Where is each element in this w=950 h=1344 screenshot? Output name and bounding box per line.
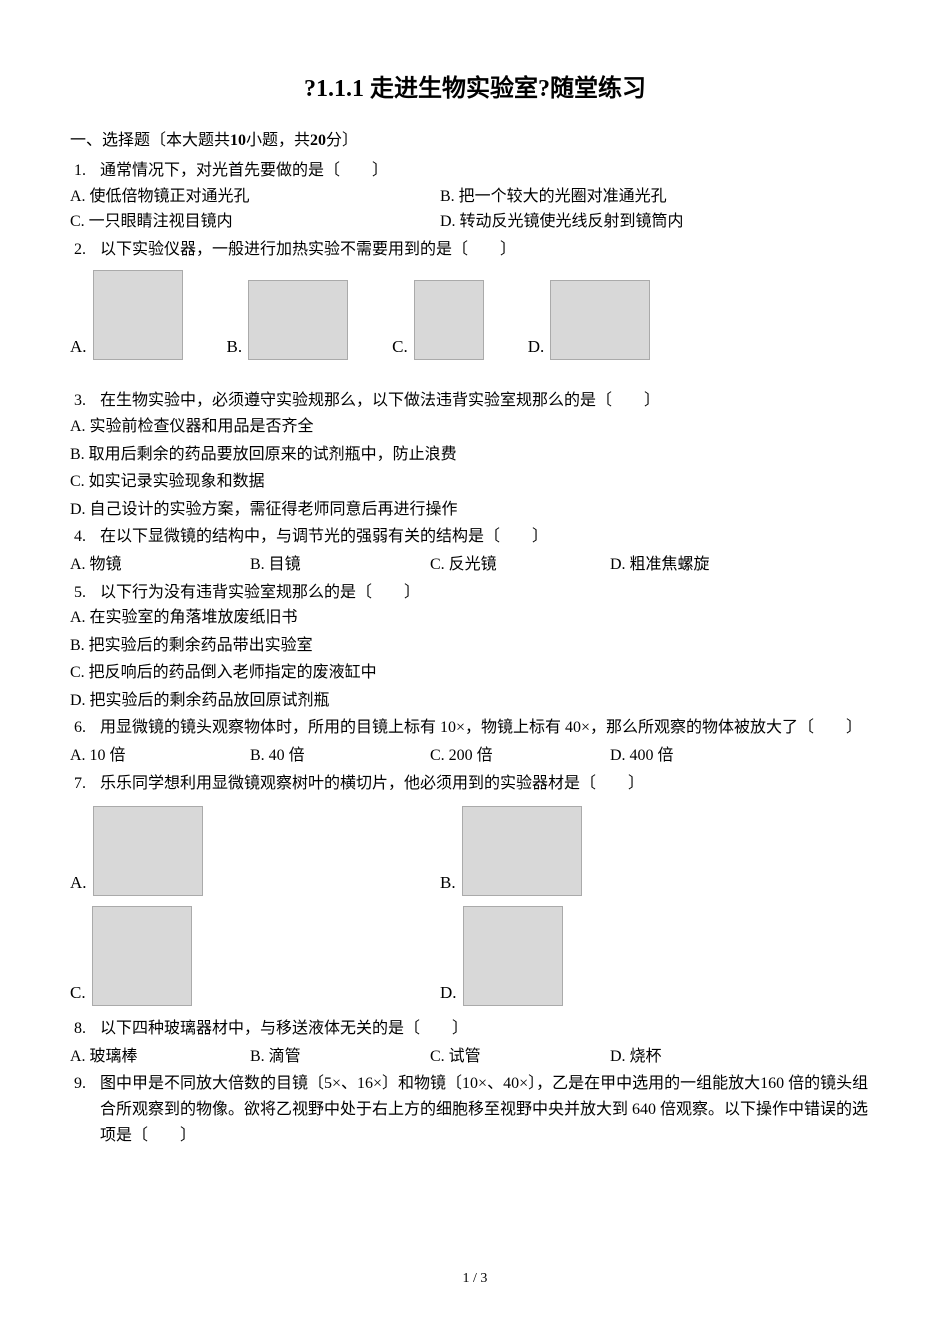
- q5-optC: C. 把反响后的药品倒入老师指定的废液缸中: [70, 660, 850, 686]
- question-5: 5. 以下行为没有违背实验室规那么的是〔 〕 A. 在实验室的角落堆放废纸旧书 …: [70, 580, 880, 714]
- q6-text: 用显微镜的镜头观察物体时，所用的目镜上标有 10×，物镜上标有 40×，那么所观…: [100, 715, 880, 741]
- question-7: 7. 乐乐同学想利用显微镜观察树叶的横切片，他必须用到的实验器材是〔 〕 A. …: [70, 771, 880, 1007]
- q8-optB: B. 滴管: [250, 1044, 430, 1070]
- q8-text: 以下四种玻璃器材中，与移送液体无关的是〔 〕: [100, 1016, 880, 1042]
- q2-text: 以下实验仪器，一般进行加热实验不需要用到的是〔 〕: [100, 237, 880, 263]
- q2-option-d: D.: [528, 280, 651, 360]
- section-count1: 10: [230, 132, 246, 149]
- q4-optB: B. 目镜: [250, 552, 430, 578]
- q5-optA: A. 在实验室的角落堆放废纸旧书: [70, 605, 850, 631]
- question-4: 4. 在以下显微镜的结构中，与调节光的强弱有关的结构是〔 〕 A. 物镜 B. …: [70, 524, 880, 577]
- q6-num: 6.: [70, 715, 100, 741]
- q2-imgD: [550, 280, 650, 360]
- q7-imgC: [92, 906, 192, 1006]
- q2-labelC: C.: [392, 333, 408, 360]
- question-3: 3. 在生物实验中，必须遵守实验规那么，以下做法违背实验室规那么的是〔 〕 A.…: [70, 388, 880, 522]
- q7-imgB: [462, 806, 582, 896]
- q6-optD: D. 400 倍: [610, 743, 790, 769]
- question-6: 6. 用显微镜的镜头观察物体时，所用的目镜上标有 10×，物镜上标有 40×，那…: [70, 715, 880, 768]
- q2-imgA: [93, 270, 183, 360]
- q1-optB: B. 把一个较大的光圈对准通光孔: [440, 184, 880, 210]
- q7-labelD: D.: [440, 979, 457, 1006]
- q1-optC: C. 一只眼睛注视目镜内: [70, 209, 440, 235]
- q4-optC: C. 反光镜: [430, 552, 610, 578]
- q1-optA: A. 使低倍物镜正对通光孔: [70, 184, 440, 210]
- q6-optB: B. 40 倍: [250, 743, 430, 769]
- section-mid: 小题，共: [246, 132, 310, 149]
- q6-optA: A. 10 倍: [70, 743, 250, 769]
- q2-option-a: A.: [70, 270, 183, 360]
- q5-optD: D. 把实验后的剩余药品放回原试剂瓶: [70, 688, 850, 714]
- q9-text: 图中甲是不同放大倍数的目镜〔5×、16×〕和物镜〔10×、40×〕，乙是在甲中选…: [100, 1071, 880, 1148]
- q3-optC: C. 如实记录实验现象和数据: [70, 469, 850, 495]
- q2-imgC: [414, 280, 484, 360]
- q5-num: 5.: [70, 580, 100, 606]
- q3-optA: A. 实验前检查仪器和用品是否齐全: [70, 414, 850, 440]
- question-9: 9. 图中甲是不同放大倍数的目镜〔5×、16×〕和物镜〔10×、40×〕，乙是在…: [70, 1071, 880, 1148]
- q2-num: 2.: [70, 237, 100, 263]
- question-1: 1. 通常情况下，对光首先要做的是〔 〕 A. 使低倍物镜正对通光孔 B. 把一…: [70, 158, 880, 235]
- q8-optD: D. 烧杯: [610, 1044, 790, 1070]
- q9-num: 9.: [70, 1071, 100, 1097]
- question-2: 2. 以下实验仪器，一般进行加热实验不需要用到的是〔 〕 A. B. C. D.: [70, 237, 880, 361]
- q2-imgB: [248, 280, 348, 360]
- q8-num: 8.: [70, 1016, 100, 1042]
- q4-text: 在以下显微镜的结构中，与调节光的强弱有关的结构是〔 〕: [100, 524, 880, 550]
- q1-num: 1.: [70, 158, 100, 184]
- q7-text: 乐乐同学想利用显微镜观察树叶的横切片，他必须用到的实验器材是〔 〕: [100, 771, 880, 797]
- q2-option-c: C.: [392, 280, 484, 360]
- q1-text: 通常情况下，对光首先要做的是〔 〕: [100, 158, 880, 184]
- q5-optB: B. 把实验后的剩余药品带出实验室: [70, 633, 850, 659]
- q3-optB: B. 取用后剩余的药品要放回原来的试剂瓶中，防止浪费: [70, 442, 850, 468]
- page-title: ?1.1.1 走进生物实验室?随堂练习: [70, 70, 880, 108]
- q2-labelD: D.: [528, 333, 545, 360]
- q5-text: 以下行为没有违背实验室规那么的是〔 〕: [100, 580, 880, 606]
- q4-optA: A. 物镜: [70, 552, 250, 578]
- section-text: 一、选择题〔本大题共: [70, 132, 230, 149]
- q2-option-b: B.: [227, 280, 349, 360]
- q3-num: 3.: [70, 388, 100, 414]
- section-tail: 分〕: [326, 132, 358, 149]
- q4-optD: D. 粗准焦螺旋: [610, 552, 790, 578]
- question-8: 8. 以下四种玻璃器材中，与移送液体无关的是〔 〕 A. 玻璃棒 B. 滴管 C…: [70, 1016, 880, 1069]
- q2-labelA: A.: [70, 333, 87, 360]
- page-footer: 1 / 3: [70, 1268, 880, 1290]
- q7-labelB: B.: [440, 869, 456, 896]
- q7-labelA: A.: [70, 869, 87, 896]
- q3-text: 在生物实验中，必须遵守实验规那么，以下做法违背实验室规那么的是〔 〕: [100, 388, 880, 414]
- section-count2: 20: [310, 132, 326, 149]
- q7-labelC: C.: [70, 979, 86, 1006]
- q7-num: 7.: [70, 771, 100, 797]
- q8-optC: C. 试管: [430, 1044, 610, 1070]
- section-header: 一、选择题〔本大题共10小题，共20分〕: [70, 128, 880, 154]
- q1-optD: D. 转动反光镜使光线反射到镜筒内: [440, 209, 880, 235]
- q4-num: 4.: [70, 524, 100, 550]
- q7-imgD: [463, 906, 563, 1006]
- q2-labelB: B.: [227, 333, 243, 360]
- q8-optA: A. 玻璃棒: [70, 1044, 250, 1070]
- q3-optD: D. 自己设计的实验方案，需征得老师同意后再进行操作: [70, 497, 850, 523]
- q6-optC: C. 200 倍: [430, 743, 610, 769]
- q7-imgA: [93, 806, 203, 896]
